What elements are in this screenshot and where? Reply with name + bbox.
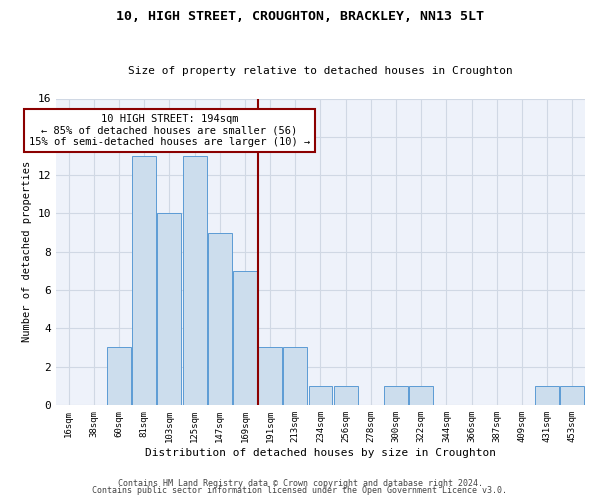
Bar [157, 214, 181, 405]
X-axis label: Distribution of detached houses by size in Croughton: Distribution of detached houses by size … [145, 448, 496, 458]
Y-axis label: Number of detached properties: Number of detached properties [22, 161, 32, 342]
Bar [409, 386, 433, 405]
Bar [283, 348, 307, 405]
Text: Contains HM Land Registry data © Crown copyright and database right 2024.: Contains HM Land Registry data © Crown c… [118, 478, 482, 488]
Bar [535, 386, 559, 405]
Text: 10 HIGH STREET: 194sqm
← 85% of detached houses are smaller (56)
15% of semi-det: 10 HIGH STREET: 194sqm ← 85% of detached… [29, 114, 310, 147]
Bar [384, 386, 408, 405]
Text: Contains public sector information licensed under the Open Government Licence v3: Contains public sector information licen… [92, 486, 508, 495]
Bar [258, 348, 282, 405]
Bar [334, 386, 358, 405]
Bar [308, 386, 332, 405]
Text: 10, HIGH STREET, CROUGHTON, BRACKLEY, NN13 5LT: 10, HIGH STREET, CROUGHTON, BRACKLEY, NN… [116, 10, 484, 23]
Bar [233, 271, 257, 405]
Bar [107, 348, 131, 405]
Bar [208, 232, 232, 405]
Bar [560, 386, 584, 405]
Title: Size of property relative to detached houses in Croughton: Size of property relative to detached ho… [128, 66, 513, 76]
Bar [132, 156, 156, 405]
Bar [182, 156, 206, 405]
